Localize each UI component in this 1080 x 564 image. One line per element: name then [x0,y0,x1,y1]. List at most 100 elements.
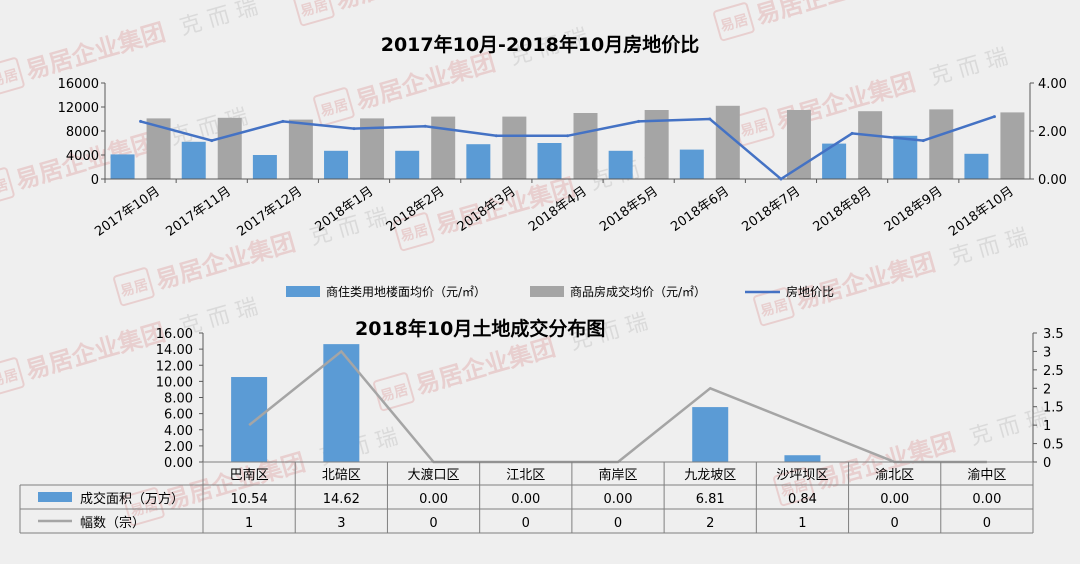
chart2-bar-area [692,407,729,462]
chart1-bar-house-price [288,119,313,179]
chart2-legend-count: 幅数（宗） [80,515,145,531]
chart2-x-label: 南岸区 [598,467,637,483]
chart2-count-line [248,349,987,464]
chart1-bar-house-price [573,113,598,179]
chart1-ratio-point [281,119,285,123]
chart2-count-value: 0 [614,516,622,531]
chart2-area-value: 6.81 [696,492,725,507]
chart2-y-tick: 12.00 [156,359,193,374]
chart2-y2-tick: 3 [1043,345,1051,360]
chart1-bar-land-price [181,141,206,179]
chart2-y-tick: 14.00 [156,343,193,358]
chart2-area-value: 0.00 [972,492,1001,507]
chart2-title: 2018年10月土地成交分布图 [355,318,606,340]
chart1-legend-ratio: 房地价比 [786,284,834,299]
chart1-ratio-point [494,134,498,138]
chart2-bar-area [323,344,360,462]
chart2-y-tick: 8.00 [164,392,193,407]
chart1-bar-land-price [537,143,562,179]
chart2-x-label: 巴南区 [230,467,269,483]
chart2-area-value: 0.00 [511,492,540,507]
chart2-x-label: 大渡口区 [408,467,460,483]
chart2-y2-tick: 1 [1043,419,1051,434]
chart2-area-value: 0.00 [880,492,909,507]
chart2-area-value: 0.84 [788,492,817,507]
chart2-count-value: 3 [337,516,345,531]
chart2-count-value: 1 [798,516,806,531]
chart2-legend-area: 成交面积（万方） [80,491,184,507]
chart2-area-value: 14.62 [323,492,360,507]
chart1-y2-tick: 4.00 [1038,77,1067,92]
chart1-y-tick: 0 [91,173,99,188]
chart2-legend-swatch-area [38,492,72,502]
chart1-ratio-point [139,119,143,123]
chart1-bar-land-price [110,154,135,179]
chart2-y-tick: 16.00 [156,327,193,342]
chart2-y2-tick: 0.5 [1043,438,1064,453]
chart1-legend-swatch-house [530,286,564,297]
chart2-bar-area [784,455,821,462]
chart1-ratio-point [352,127,356,131]
chart1-bar-house-price [1000,112,1025,179]
chart2-y-tick: 6.00 [164,408,193,423]
chart2-count-value: 1 [245,516,253,531]
chart1-ratio-point [850,131,854,135]
chart1-ratio-point [210,139,214,143]
chart2-count-value: 0 [983,516,991,531]
chart1-bar-land-price [679,149,704,179]
chart1-bar-land-price [466,144,491,179]
chart1-bar-land-price [964,153,989,179]
chart1-title: 2017年10月-2018年10月房地价比 [380,34,700,56]
chart1-ratio-point [921,139,925,143]
chart1-legend-house: 商品房成交均价（元/㎡） [570,284,706,299]
chart2-y-tick: 2.00 [164,440,193,455]
chart1-ratio-point [708,117,712,121]
chart2-y-tick: 4.00 [164,424,193,439]
chart2-y2-tick: 2 [1043,382,1051,397]
chart2-y2-tick: 2.5 [1043,364,1064,379]
chart1-bar-house-price [502,116,527,179]
chart1-y-tick: 4000 [66,149,99,164]
chart1-bar-house-price [858,111,883,179]
chart2-count-value: 2 [706,516,714,531]
chart1-bar-land-price [608,150,633,179]
chart1-legend-land: 商住类用地楼面均价（元/㎡） [326,284,486,299]
chart1-bar-land-price [324,150,349,179]
chart1-legend-swatch-land [286,286,320,297]
chart1-ratio-point [566,134,569,138]
chart1-y2-tick: 2.00 [1038,125,1067,140]
chart2-x-label: 沙坪坝区 [776,468,828,483]
chart2-y2-tick: 3.5 [1043,327,1064,342]
chart2-y2-tick: 1.5 [1043,401,1064,416]
chart2-count-value: 0 [429,516,437,531]
chart1-bar-land-price [252,155,277,179]
chart1-ratio-point [779,177,783,181]
chart2-y-tick: 10.00 [156,375,193,390]
chart1-ratio-point [992,115,996,119]
chart1-bar-house-price [929,109,954,179]
chart2-bar-area [231,377,268,462]
chart1-y2-tick: 0.00 [1038,173,1067,188]
chart2-y-tick: 0.00 [164,456,193,471]
chart2-area-value: 10.54 [231,492,268,507]
chart2-x-label: 江北区 [506,468,545,483]
chart2-count-value: 0 [522,516,530,531]
chart1-y-tick: 8000 [66,125,99,140]
chart2-count-value: 0 [891,516,899,531]
chart1-bar-house-price [217,117,242,179]
chart2-x-label: 北碚区 [322,468,361,483]
chart1-ratio-point [637,119,641,123]
chart1-y-tick: 16000 [58,77,99,92]
chart1-y-tick: 12000 [58,101,99,116]
chart2-y2-tick: 0 [1043,456,1051,471]
chart2-x-label: 渝中区 [967,467,1006,483]
chart2-area-value: 0.00 [604,492,633,507]
chart2-x-label: 渝北区 [875,467,914,483]
chart2-area-value: 0.00 [419,492,448,507]
chart1-ratio-point [423,124,427,128]
chart1-bar-land-price [395,150,420,179]
chart1-bar-land-price [893,135,918,179]
chart2-x-label: 九龙坡区 [684,468,736,483]
